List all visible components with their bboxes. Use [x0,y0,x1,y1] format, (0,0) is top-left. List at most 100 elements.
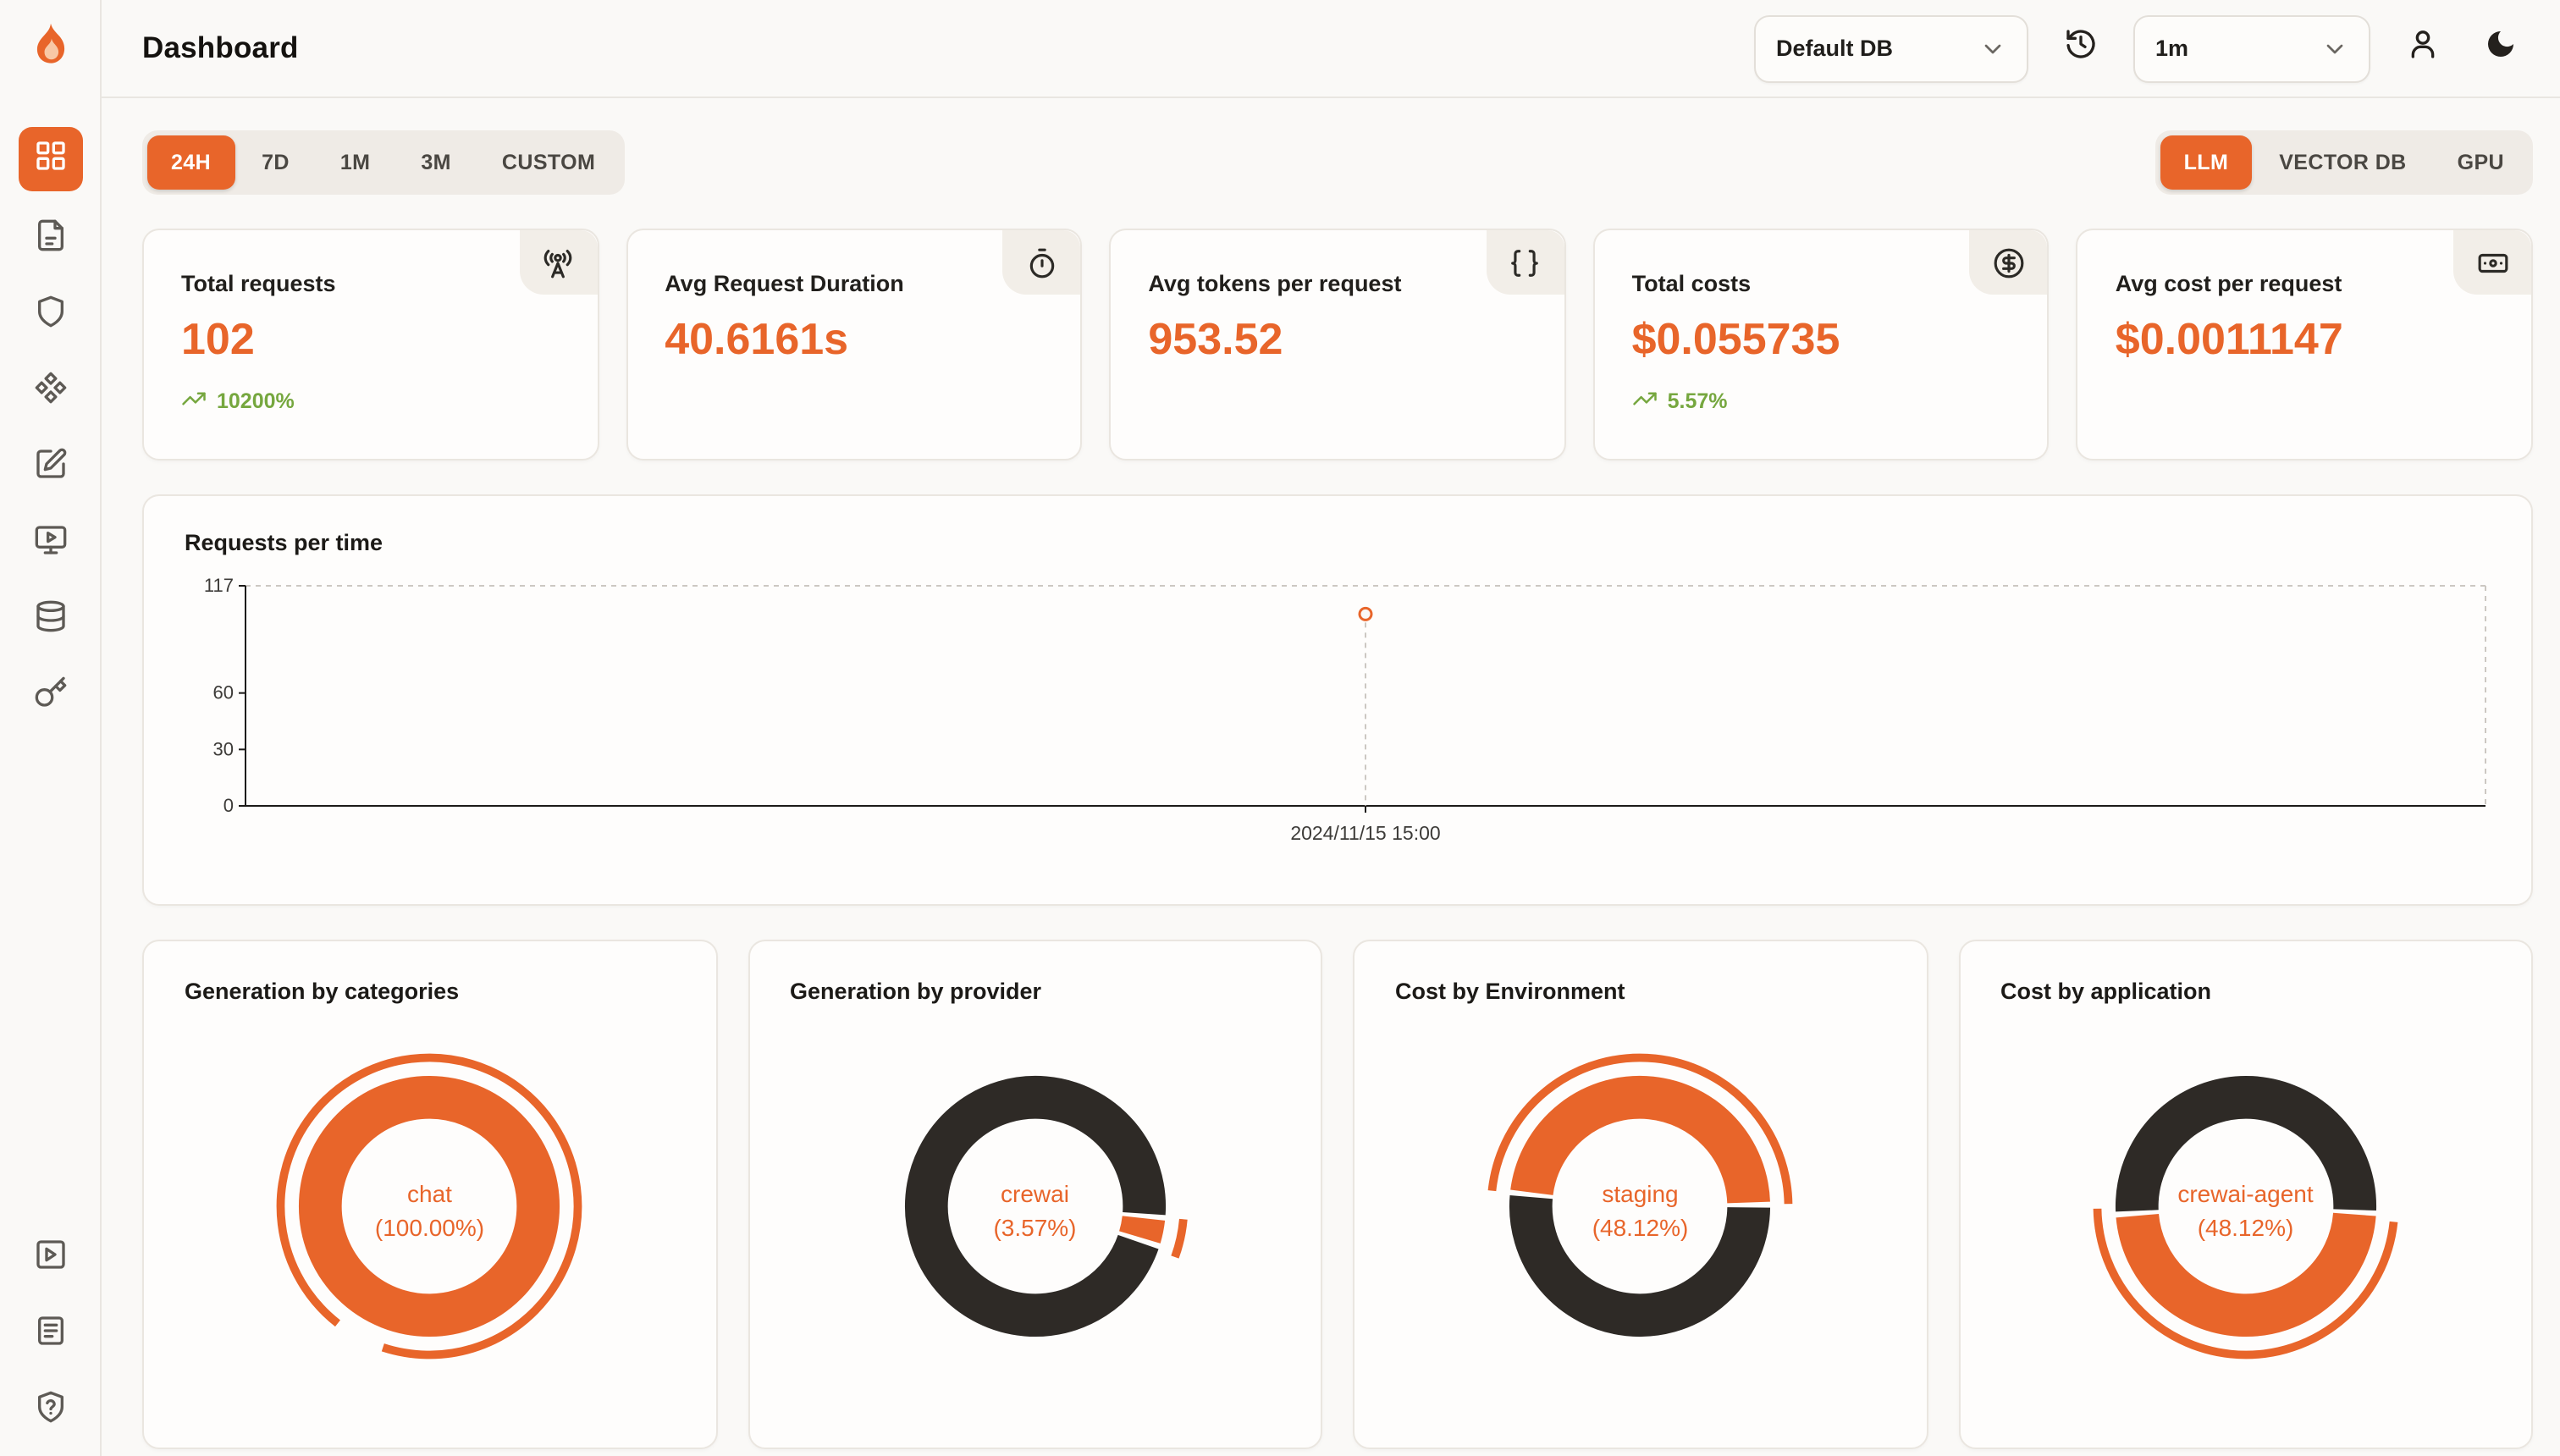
radio-tower-icon [519,230,598,295]
sidebar-item-docs[interactable] [18,1305,82,1363]
stats-grid: Total requests 102 10200% Avg Request Du… [142,229,2533,461]
history-icon [2064,27,2098,69]
sidebar-item-exceptions[interactable] [18,286,82,344]
stat-value: 953.52 [1148,313,1283,364]
chart-title: Requests per time [185,530,383,555]
sidebar-item-api-keys[interactable] [18,667,82,725]
tab-3m[interactable]: 3M [421,151,451,174]
sidebar [0,0,102,1456]
sidebar-nav [18,127,82,725]
banknote-icon [2453,230,2531,295]
user-icon [2406,27,2440,69]
svg-text:0: 0 [223,795,234,816]
support-shield-question-icon [33,1389,67,1431]
sidebar-item-databases[interactable] [18,591,82,648]
svg-text:117: 117 [204,575,234,596]
chart-title: Cost by Environment [1395,979,1625,1004]
svg-text:30: 30 [213,738,234,759]
playground-monitor-icon [33,522,67,565]
timer-icon [1002,230,1081,295]
api-keys-key-icon [33,675,67,717]
requests-per-time-card: Requests per time 0 30 60 117 2024/11/15 15:… [142,494,2533,906]
exceptions-shield-icon [33,294,67,336]
tab-24h[interactable]: 24H [147,135,235,190]
prompts-component-icon [33,370,67,412]
history-refresh-button[interactable] [2055,23,2106,74]
sidebar-item-prompts[interactable] [18,362,82,420]
chevron-down-icon [1979,35,2006,62]
stat-label: Total costs [1631,271,1752,296]
stat-delta: 10200% [181,386,560,416]
tab-7d[interactable]: 7D [262,151,290,174]
requests-line-chart: 0 30 60 117 2024/11/15 15:00 [185,569,2491,865]
stat-card-avg-duration: Avg Request Duration 40.6161s [626,229,1083,461]
stat-value: 102 [181,313,255,364]
tab-custom[interactable]: CUSTOM [501,151,596,174]
generation-by-provider-card: Generation by provider crewai (3.57%) [748,940,1322,1449]
circle-dollar-icon [1969,230,2048,295]
generation-by-categories-card: Generation by categories chat (100.00%) [142,940,717,1449]
chart-title: Generation by categories [185,979,460,1004]
chart-title: Cost by application [2000,979,2212,1004]
tab-1m[interactable]: 1M [339,151,371,174]
stat-label: Total requests [181,271,336,296]
svg-text:60: 60 [213,682,234,703]
stat-label: Avg Request Duration [665,271,904,296]
page-title: Dashboard [142,30,299,64]
braces-icon [1486,230,1564,295]
user-menu-button[interactable] [2397,23,2448,74]
sidebar-item-getting-started[interactable] [18,1229,82,1287]
trending-up-icon [181,386,207,416]
environment-donut-chart: staging (48.12%) [1476,1041,1806,1380]
sidebar-bottom-nav [18,1229,82,1456]
source-tabs: LLM VECTOR DB GPU [2154,130,2533,195]
sidebar-item-support[interactable] [18,1382,82,1439]
stat-value: $0.0011147 [2115,313,2343,364]
database-config-icon [33,598,67,641]
stat-card-avg-tokens: Avg tokens per request 953.52 [1109,229,1566,461]
time-range-tabs: 24H 7D 1M 3M CUSTOM [142,130,625,195]
vault-edit-icon [33,446,67,488]
tab-llm[interactable]: LLM [2160,135,2253,190]
sidebar-item-dashboard[interactable] [18,127,82,191]
stat-delta-value: 5.57% [1667,389,1728,413]
db-select-value: Default DB [1776,36,1894,61]
interval-select[interactable]: 1m [2133,14,2370,82]
provider-donut-chart: crewai (3.57%) [870,1041,1200,1380]
tab-vector-db[interactable]: VECTOR DB [2279,151,2407,174]
moon-icon [2484,27,2518,69]
sidebar-item-playground[interactable] [18,515,82,572]
donut-grid: Generation by categories chat (100.00%) … [142,940,2533,1449]
db-select[interactable]: Default DB [1754,14,2028,82]
application-donut-chart: crewai-agent (48.12%) [2081,1041,2411,1380]
topbar: Dashboard Default DB 1m [102,0,2560,98]
requests-file-icon [33,218,67,260]
svg-text:2024/11/15 15:00: 2024/11/15 15:00 [1290,822,1440,844]
dark-mode-toggle[interactable] [2475,23,2526,74]
stat-label: Avg tokens per request [1148,271,1402,296]
cost-by-environment-card: Cost by Environment staging (48.12%) [1353,940,1928,1449]
stat-value: 40.6161s [665,313,849,364]
cost-by-application-card: Cost by application crewai-agent (48.12%… [1958,940,2533,1449]
sidebar-item-vault[interactable] [18,438,82,496]
dashboard-content: 24H 7D 1M 3M CUSTOM LLM VECTOR DB GPU [102,98,2560,1456]
dashboard-grid-icon [33,138,67,180]
chart-title: Generation by provider [790,979,1042,1004]
sidebar-item-requests[interactable] [18,210,82,267]
stat-delta-value: 10200% [217,389,295,413]
getting-started-play-icon [33,1237,67,1279]
stat-card-avg-cost: Avg cost per request $0.0011147 [2076,229,2533,461]
categories-donut-chart: chat (100.00%) [265,1041,595,1380]
tab-gpu[interactable]: GPU [2457,151,2504,174]
flame-logo-icon [26,20,74,76]
filter-row: 24H 7D 1M 3M CUSTOM LLM VECTOR DB GPU [142,130,2533,195]
stat-label: Avg cost per request [2115,271,2342,296]
stat-card-total-costs: Total costs $0.055735 5.57% [1592,229,2050,461]
stat-delta: 5.57% [1632,386,2011,416]
trending-up-icon [1632,386,1658,416]
interval-select-value: 1m [2155,36,2189,61]
app-logo [0,0,100,97]
chevron-down-icon [2321,35,2348,62]
stat-card-total-requests: Total requests 102 10200% [142,229,599,461]
